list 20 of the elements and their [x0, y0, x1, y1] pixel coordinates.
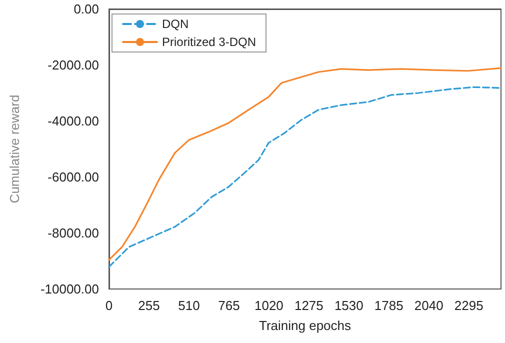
y-tick-label: -2000.00 [48, 58, 99, 72]
x-tick-label: 765 [218, 298, 240, 313]
x-tick-label: 0 [105, 298, 113, 313]
x-tick-label: 1275 [294, 298, 324, 313]
y-axis-title: Cumulative reward [7, 94, 22, 204]
x-tick-label: 1530 [334, 298, 364, 313]
y-tick-label: -6000.00 [48, 170, 99, 184]
x-tick-label: 510 [178, 298, 200, 313]
legend-label: Prioritized 3-DQN [162, 35, 256, 49]
x-tick-label: 255 [138, 298, 160, 313]
y-tick-label: 0.00 [74, 2, 99, 16]
legend-label: DQN [162, 17, 189, 31]
x-tick-label: 2040 [414, 298, 444, 313]
x-tick-label: 2295 [454, 298, 484, 313]
x-tick-label: 1020 [254, 298, 284, 313]
y-tick-label: -8000.00 [48, 226, 99, 240]
x-axis-title: Training epochs [258, 318, 352, 333]
y-tick-label: -4000.00 [48, 114, 99, 128]
y-tick-label: -10000.00 [40, 282, 99, 296]
x-tick-label: 1785 [374, 298, 404, 313]
